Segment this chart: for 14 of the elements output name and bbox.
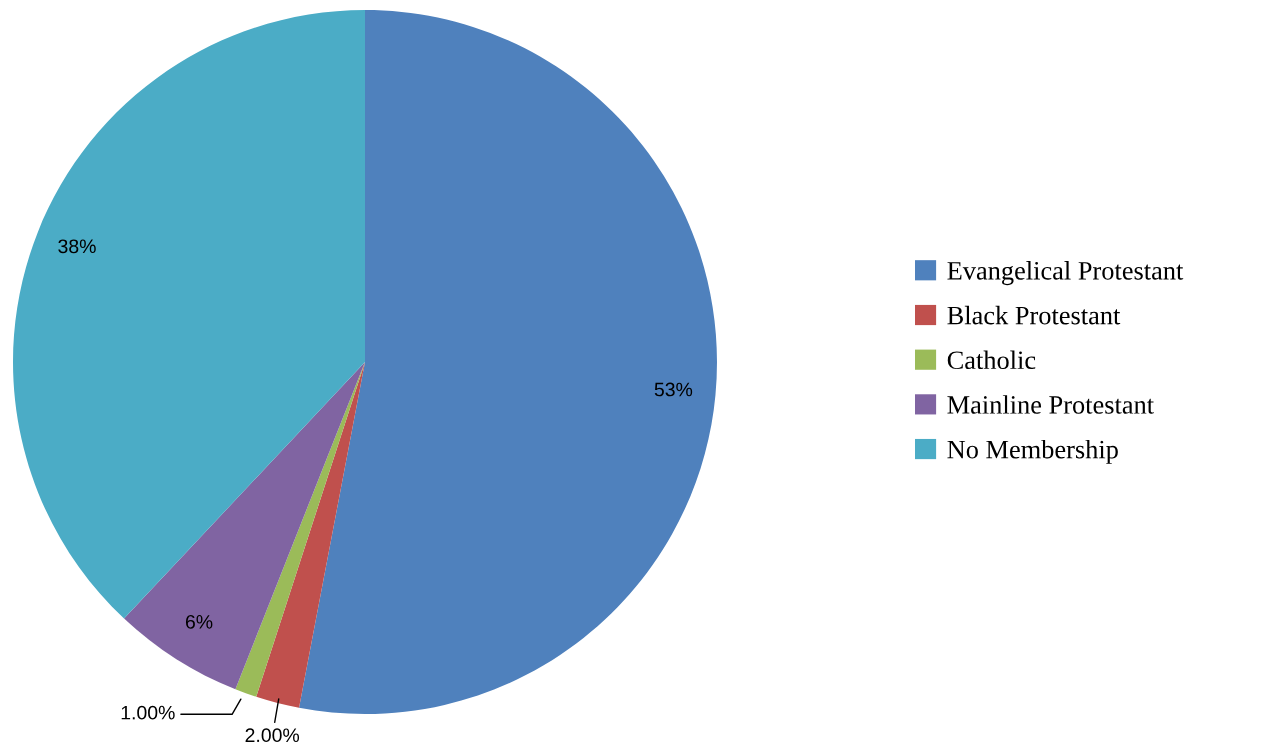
data-label: 1.00% <box>121 705 175 720</box>
legend-label: Catholic <box>947 350 1036 370</box>
data-label: 2.00% <box>245 728 300 743</box>
legend-label: Black Protestant <box>947 305 1121 325</box>
pie-slice <box>235 362 365 697</box>
data-label: 6% <box>185 614 213 629</box>
legend-label: Mainline Protestant <box>947 395 1154 414</box>
pie-slice <box>299 10 717 714</box>
data-label: 53% <box>654 382 693 397</box>
pie-slice <box>256 362 365 708</box>
legend-label: No Membership <box>947 439 1118 464</box>
legend-label: Evangelical Protestant <box>947 261 1184 286</box>
pie-slice <box>124 362 365 690</box>
data-label: 38% <box>58 239 96 254</box>
